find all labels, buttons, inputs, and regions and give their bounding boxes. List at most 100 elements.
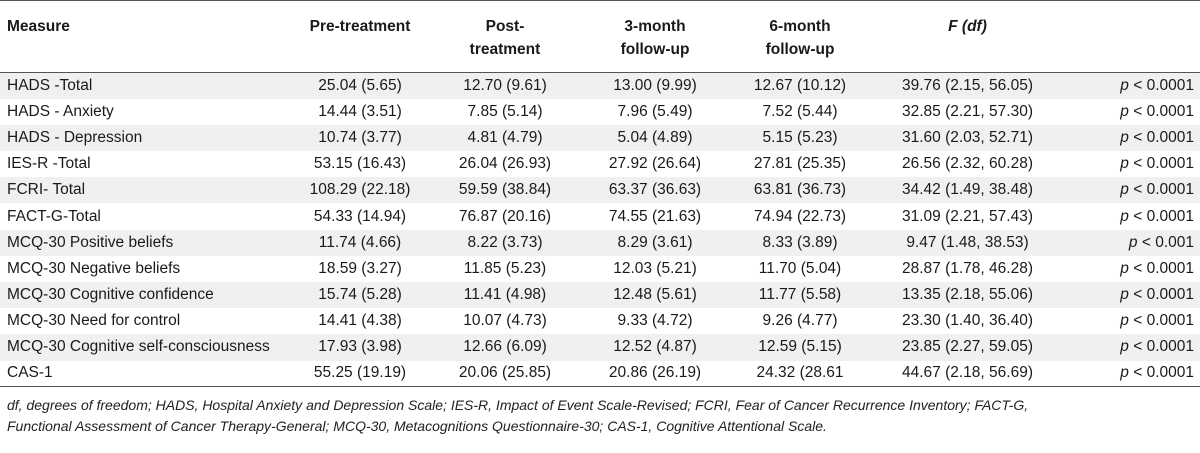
cell-post-treatment: 4.81 (4.79) [467,128,543,146]
cell-pre-treatment: 25.04 (5.65) [318,76,402,94]
cell-6-month: 9.26 (4.77) [762,312,838,330]
cell-6-month: 11.77 (5.58) [758,286,842,304]
p-threshold: < 0.0001 [1133,207,1194,225]
cell-f-df: 13.35 (2.18, 55.06) [902,286,1033,304]
cell-p-value: p < 0.0001 [1065,282,1200,308]
p-threshold: < 0.0001 [1133,286,1194,304]
header-6-month-line2: follow-up [765,41,835,58]
cell-pre-treatment: 108.29 (22.18) [309,181,411,199]
cell-3-month: 12.03 (5.21) [613,259,697,277]
footnote-line-2: Functional Assessment of Cancer Therapy-… [7,418,827,434]
p-symbol: p [1120,155,1129,173]
cell-f-df: 39.76 (2.15, 56.05) [902,76,1033,94]
p-threshold: < 0.0001 [1133,76,1194,94]
cell-post-treatment: 12.70 (9.61) [463,76,547,94]
p-threshold: < 0.0001 [1133,155,1194,173]
table-row: IES-R -Total 53.15 (16.43) 26.04 (26.93) 27… [0,151,1200,178]
cell-3-month: 63.37 (36.63) [608,181,702,199]
cell-3-month: 27.92 (26.64) [608,155,702,173]
cell-post-treatment: 59.59 (38.84) [458,181,552,199]
cell-measure: FACT-G-Total [7,207,101,225]
table-row: MCQ-30 Need for control 14.41 (4.38) 10.07… [0,308,1200,335]
header-post-treatment: Post- treatment [430,0,580,73]
table-body: HADS -Total 25.04 (5.65) 12.70 (9.61) 13.00… [0,72,1200,387]
cell-6-month: 24.32 (28.61 [756,364,844,382]
cell-measure: MCQ-30 Cognitive confidence [7,286,214,304]
cell-f-df: 23.85 (2.27, 59.05) [902,338,1033,356]
cell-measure: MCQ-30 Need for control [7,312,181,330]
cell-p-value: p < 0.0001 [1065,73,1200,99]
p-threshold: < 0.0001 [1133,364,1194,382]
table-row: FACT-G-Total 54.33 (14.94) 76.87 (20.16) 74… [0,203,1200,230]
p-threshold: < 0.0001 [1133,338,1194,356]
cell-6-month: 12.67 (10.12) [753,76,847,94]
cell-f-df: 28.87 (1.78, 46.28) [902,259,1033,277]
p-threshold: < 0.0001 [1133,312,1194,330]
cell-pre-treatment: 14.41 (4.38) [318,312,402,330]
cell-pre-treatment: 54.33 (14.94) [313,207,407,225]
table-row: MCQ-30 Positive beliefs 11.74 (4.66) 8.22 … [0,229,1200,256]
table-row: CAS-1 55.25 (19.19) 20.06 (25.85) 20.86 (26… [0,360,1200,387]
cell-pre-treatment: 18.59 (3.27) [318,259,402,277]
cell-6-month: 74.94 (22.73) [753,207,847,225]
cell-6-month: 7.52 (5.44) [762,102,838,120]
cell-measure: MCQ-30 Cognitive self-consciousness [7,338,270,356]
cell-3-month: 74.55 (21.63) [608,207,702,225]
p-symbol: p [1128,233,1138,251]
cell-6-month: 11.70 (5.04) [758,259,842,277]
results-table: Measure Pre-treatment Post- treatment 3-… [0,0,1200,387]
cell-measure: MCQ-30 Positive beliefs [7,233,174,251]
table-row: FCRI- Total 108.29 (22.18) 59.59 (38.84) 63… [0,177,1200,204]
cell-p-value: p < 0.0001 [1065,334,1200,360]
cell-3-month: 8.29 (3.61) [617,233,693,251]
cell-pre-treatment: 15.74 (5.28) [318,286,402,304]
p-symbol: p [1120,364,1129,382]
cell-f-df: 34.42 (1.49, 38.48) [902,181,1033,199]
header-p-value [1065,0,1200,73]
header-3-month: 3-month follow-up [580,0,730,73]
p-threshold: < 0.0001 [1133,259,1194,277]
p-symbol: p [1120,338,1129,356]
header-post-line2: treatment [469,41,541,58]
cell-6-month: 5.15 (5.23) [762,128,838,146]
cell-pre-treatment: 10.74 (3.77) [318,128,402,146]
cell-3-month: 12.48 (5.61) [613,286,697,304]
cell-measure: FCRI- Total [7,181,86,199]
cell-3-month: 13.00 (9.99) [613,76,697,94]
header-post-line1: Post- [485,18,525,35]
p-threshold: < 0.001 [1141,233,1194,251]
cell-measure: HADS - Anxiety [7,102,114,120]
p-symbol: p [1120,76,1129,94]
cell-p-value: p < 0.0001 [1065,203,1200,229]
cell-3-month: 20.86 (26.19) [608,364,702,382]
p-symbol: p [1120,286,1129,304]
cell-f-df: 31.09 (2.21, 57.43) [902,207,1033,225]
cell-pre-treatment: 53.15 (16.43) [313,155,407,173]
table-row: MCQ-30 Negative beliefs 18.59 (3.27) 11.85… [0,255,1200,282]
header-3-month-line2: follow-up [620,41,690,58]
cell-3-month: 12.52 (4.87) [613,338,697,356]
cell-pre-treatment: 14.44 (3.51) [318,102,402,120]
header-f-symbol: F [948,18,958,35]
cell-3-month: 7.96 (5.49) [617,102,693,120]
cell-measure: IES-R -Total [7,155,91,173]
header-3-month-line1: 3-month [624,18,686,35]
footnote-line-1: df, degrees of freedom; HADS, Hospital A… [7,397,1029,413]
cell-p-value: p < 0.0001 [1065,256,1200,282]
cell-p-value: p < 0.0001 [1065,177,1200,203]
p-threshold: < 0.0001 [1133,102,1194,120]
p-threshold: < 0.0001 [1133,128,1194,146]
p-symbol: p [1120,259,1129,277]
table-footnote: df, degrees of freedom; HADS, Hospital A… [7,395,1193,437]
cell-p-value: p < 0.001 [1065,230,1200,256]
p-symbol: p [1120,102,1129,120]
header-f-df: F (df) [870,0,1065,73]
cell-6-month: 12.59 (5.15) [758,338,842,356]
cell-post-treatment: 7.85 (5.14) [467,102,543,120]
p-symbol: p [1120,128,1129,146]
cell-p-value: p < 0.0001 [1065,308,1200,334]
header-df-symbol: (df) [961,18,987,35]
cell-p-value: p < 0.0001 [1065,125,1200,151]
cell-f-df: 26.56 (2.32, 60.28) [902,155,1033,173]
cell-f-df: 44.67 (2.18, 56.69) [902,364,1033,382]
